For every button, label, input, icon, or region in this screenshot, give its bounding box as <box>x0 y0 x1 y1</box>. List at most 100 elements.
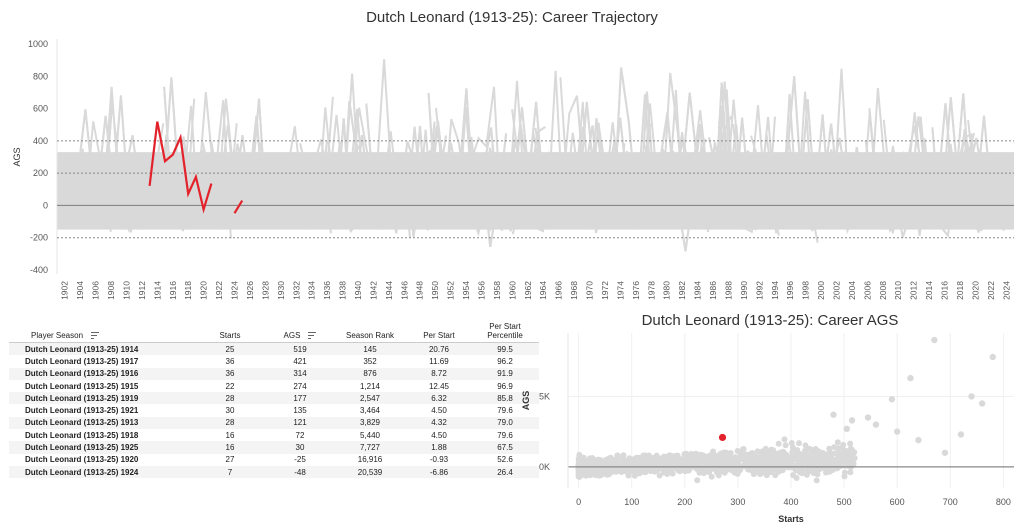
background-point <box>688 464 695 471</box>
background-point <box>591 460 598 467</box>
background-point <box>584 468 591 474</box>
background-point <box>587 459 594 466</box>
y-tick-label: -400 <box>30 265 48 275</box>
background-point <box>595 464 602 471</box>
background-point <box>626 464 632 471</box>
table-row[interactable]: Dutch Leonard (1913-25) 1915 22 274 1,214 12… <box>9 380 539 392</box>
background-point <box>615 467 622 474</box>
background-point <box>666 460 673 466</box>
background-point <box>667 465 674 472</box>
background-point <box>576 463 583 469</box>
background-point <box>708 454 715 461</box>
background-point <box>575 465 582 472</box>
background-point <box>832 461 839 468</box>
header-season-rank[interactable]: Season Rank <box>333 318 407 343</box>
background-point <box>805 459 812 466</box>
header-per-start-percentile[interactable]: Per Start Percentile <box>471 318 539 343</box>
table-row[interactable]: Dutch Leonard (1913-25) 1921 30 135 3,464 4.… <box>9 404 539 416</box>
background-point <box>589 456 596 463</box>
background-point <box>576 470 583 477</box>
background-point <box>576 467 583 474</box>
background-point <box>613 462 620 468</box>
background-point <box>643 463 650 469</box>
background-point <box>780 458 787 465</box>
background-point <box>838 455 845 462</box>
background-point <box>667 465 674 472</box>
background-point <box>888 396 896 403</box>
background-point <box>575 466 582 473</box>
background-point <box>832 450 839 457</box>
header-ags[interactable]: AGS <box>267 318 333 343</box>
background-point <box>693 459 700 466</box>
table-row[interactable]: Dutch Leonard (1913-25) 1919 28 177 2,547 6.… <box>9 392 539 405</box>
header-per-start[interactable]: Per Start <box>407 318 471 343</box>
table-row[interactable]: Dutch Leonard (1913-25) 1917 36 421 352 11.6… <box>9 355 539 367</box>
background-point <box>645 463 652 469</box>
background-point <box>794 447 801 454</box>
background-point <box>585 465 592 472</box>
background-point <box>657 459 664 466</box>
table-row[interactable]: Dutch Leonard (1913-25) 1918 16 72 5,440 4.5… <box>9 429 539 441</box>
background-point <box>634 457 641 464</box>
background-point <box>844 462 851 469</box>
background-point <box>700 470 707 477</box>
background-point <box>626 460 633 467</box>
background-point <box>718 454 725 461</box>
background-point <box>693 458 700 465</box>
sort-icon[interactable] <box>91 332 100 340</box>
background-point <box>767 469 774 476</box>
background-point <box>676 464 683 471</box>
background-point <box>607 467 614 474</box>
background-point <box>779 459 786 466</box>
table-row[interactable]: Dutch Leonard (1913-25) 1924 7 -48 20,539 -6… <box>9 465 539 479</box>
sort-icon[interactable] <box>308 332 317 340</box>
background-point <box>578 467 585 473</box>
background-point <box>578 463 585 470</box>
background-point <box>774 466 781 472</box>
background-point <box>578 466 584 473</box>
background-point <box>715 459 722 466</box>
background-point <box>594 463 601 470</box>
header-starts[interactable]: Starts <box>193 318 267 343</box>
background-point <box>686 462 693 469</box>
background-point <box>644 460 651 467</box>
background-point <box>608 462 615 469</box>
x-tick-label: 1962 <box>523 281 533 300</box>
background-point <box>627 467 634 474</box>
background-point <box>725 462 732 469</box>
background-point <box>611 459 618 466</box>
table-row[interactable]: Dutch Leonard (1913-25) 1913 28 121 3,829 4.… <box>9 416 539 430</box>
background-point <box>611 463 618 470</box>
background-point <box>641 462 648 469</box>
table-row[interactable]: Dutch Leonard (1913-25) 1925 16 30 7,727 1.8… <box>9 441 539 454</box>
background-point <box>584 465 590 472</box>
background-point <box>613 460 620 467</box>
table-row[interactable]: Dutch Leonard (1913-25) 1914 25 519 145 20.7… <box>9 342 539 356</box>
background-point <box>849 460 856 467</box>
background-point <box>578 462 585 468</box>
background-point <box>722 464 729 471</box>
background-point <box>775 450 782 457</box>
background-point <box>605 456 612 463</box>
background-point <box>832 459 839 466</box>
background-career-line <box>903 132 975 225</box>
table-cell: -0.93 <box>429 455 449 465</box>
background-point <box>609 459 615 466</box>
background-point <box>582 464 589 471</box>
background-point <box>761 453 768 460</box>
background-point <box>576 467 583 474</box>
background-point <box>846 452 852 458</box>
background-point <box>575 458 582 465</box>
background-point <box>805 466 812 473</box>
header-player-season[interactable]: Player Season <box>9 318 193 343</box>
background-point <box>794 452 801 459</box>
background-point <box>726 457 733 464</box>
table-row[interactable]: Dutch Leonard (1913-25) 1920 27 -25 16,916-… <box>9 454 539 466</box>
background-point <box>812 451 819 458</box>
table-row[interactable]: Dutch Leonard (1913-25) 1916 36 314 876 8.72… <box>9 367 539 380</box>
background-point <box>575 470 582 477</box>
background-point <box>809 463 816 470</box>
background-point <box>601 460 608 467</box>
background-point <box>575 464 582 471</box>
background-point <box>678 465 685 472</box>
